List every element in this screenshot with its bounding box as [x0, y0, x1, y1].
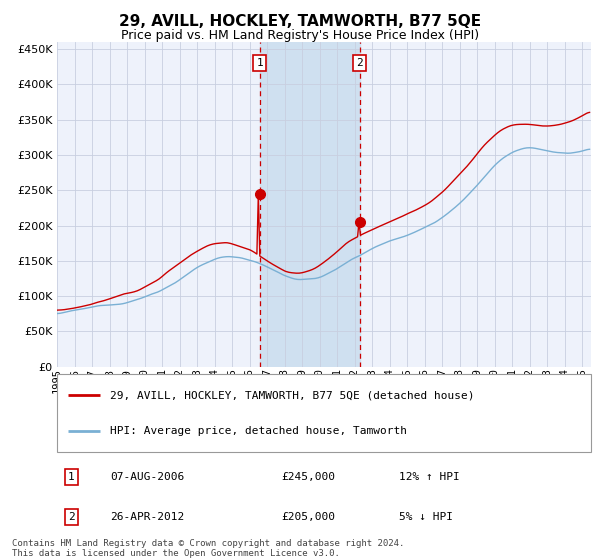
- Text: 07-AUG-2006: 07-AUG-2006: [110, 472, 185, 482]
- Text: 12% ↑ HPI: 12% ↑ HPI: [399, 472, 460, 482]
- Text: 26-APR-2012: 26-APR-2012: [110, 512, 185, 522]
- Text: 29, AVILL, HOCKLEY, TAMWORTH, B77 5QE (detached house): 29, AVILL, HOCKLEY, TAMWORTH, B77 5QE (d…: [110, 390, 475, 400]
- Text: 2: 2: [68, 512, 74, 522]
- Text: 1: 1: [68, 472, 74, 482]
- Text: Price paid vs. HM Land Registry's House Price Index (HPI): Price paid vs. HM Land Registry's House …: [121, 29, 479, 42]
- Text: Contains HM Land Registry data © Crown copyright and database right 2024.
This d: Contains HM Land Registry data © Crown c…: [12, 539, 404, 558]
- Text: 1: 1: [256, 58, 263, 68]
- Bar: [260, 42, 360, 367]
- Text: 29, AVILL, HOCKLEY, TAMWORTH, B77 5QE: 29, AVILL, HOCKLEY, TAMWORTH, B77 5QE: [119, 14, 481, 29]
- Text: £245,000: £245,000: [281, 472, 335, 482]
- Text: 5% ↓ HPI: 5% ↓ HPI: [399, 512, 453, 522]
- Text: £205,000: £205,000: [281, 512, 335, 522]
- Text: 2: 2: [356, 58, 363, 68]
- Text: HPI: Average price, detached house, Tamworth: HPI: Average price, detached house, Tamw…: [110, 426, 407, 436]
- FancyBboxPatch shape: [57, 374, 591, 452]
